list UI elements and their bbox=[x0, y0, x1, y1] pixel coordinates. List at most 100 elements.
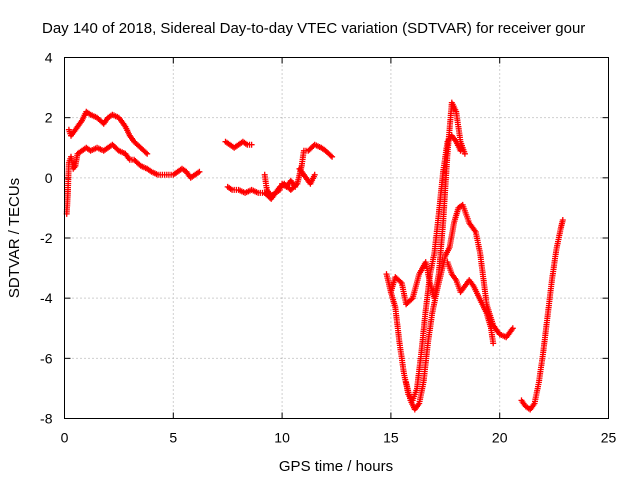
data-point bbox=[237, 189, 240, 191]
data-point bbox=[129, 159, 131, 161]
data-point bbox=[224, 141, 227, 143]
marker-path bbox=[518, 217, 566, 413]
data-point bbox=[274, 192, 277, 194]
data-point bbox=[405, 381, 407, 383]
data-point bbox=[492, 342, 494, 344]
data-point bbox=[409, 399, 412, 402]
data-point bbox=[298, 168, 301, 170]
data-point bbox=[251, 144, 253, 146]
plot-frame bbox=[64, 57, 609, 419]
data-point bbox=[133, 141, 135, 143]
data-point bbox=[390, 291, 392, 293]
marker-path bbox=[224, 177, 299, 202]
data-point bbox=[185, 171, 187, 173]
series-arc-2 bbox=[65, 108, 151, 157]
data-point bbox=[427, 342, 429, 344]
data-point bbox=[227, 186, 229, 188]
data-point bbox=[257, 192, 259, 194]
data-point bbox=[85, 111, 87, 113]
x-tick-label: 0 bbox=[61, 430, 69, 446]
data-point bbox=[449, 246, 451, 248]
data-point bbox=[246, 144, 248, 146]
data-point bbox=[394, 276, 396, 278]
data-point bbox=[68, 129, 70, 131]
x-axis-label: GPS time / hours bbox=[279, 458, 393, 475]
data-point bbox=[464, 153, 466, 155]
y-tick-label: -6 bbox=[40, 350, 53, 366]
data-point bbox=[237, 144, 240, 146]
data-point bbox=[157, 174, 159, 176]
data-point bbox=[68, 162, 70, 164]
data-point bbox=[457, 207, 459, 209]
x-tick-label: 20 bbox=[492, 430, 508, 446]
data-point bbox=[429, 282, 431, 284]
data-point bbox=[425, 261, 427, 263]
data-point bbox=[118, 150, 120, 152]
x-tick-label: 25 bbox=[601, 430, 617, 446]
data-point bbox=[266, 189, 268, 191]
data-point bbox=[394, 306, 396, 308]
grid-lines bbox=[64, 57, 609, 419]
data-point bbox=[529, 408, 531, 411]
data-point bbox=[251, 189, 253, 191]
series-arc-1 bbox=[63, 141, 203, 217]
y-tick-label: 4 bbox=[45, 50, 53, 66]
x-tick-label: 10 bbox=[274, 430, 290, 446]
data-point bbox=[72, 168, 74, 170]
data-point bbox=[479, 252, 481, 254]
data-point bbox=[551, 279, 553, 281]
data-point bbox=[107, 147, 109, 149]
data-point bbox=[475, 231, 477, 233]
data-point bbox=[525, 405, 527, 408]
data-point bbox=[190, 177, 192, 179]
data-point bbox=[194, 174, 196, 176]
data-point bbox=[70, 135, 72, 137]
data-point bbox=[242, 141, 244, 143]
data-point bbox=[555, 249, 557, 251]
data-point bbox=[455, 279, 457, 281]
data-point bbox=[124, 153, 127, 155]
data-point bbox=[405, 303, 407, 305]
data-point bbox=[270, 195, 272, 197]
data-point bbox=[74, 129, 76, 131]
series-arc-4 bbox=[224, 177, 299, 202]
x-tick-label: 5 bbox=[169, 430, 177, 446]
data-point bbox=[459, 150, 462, 152]
data-point bbox=[103, 150, 105, 152]
data-point bbox=[177, 171, 179, 173]
data-point bbox=[520, 399, 523, 402]
data-point bbox=[444, 255, 446, 257]
data-point bbox=[412, 297, 414, 299]
data-point bbox=[438, 213, 440, 215]
data-point bbox=[72, 132, 74, 134]
data-point bbox=[66, 213, 68, 215]
data-point bbox=[462, 204, 464, 206]
data-point bbox=[431, 312, 433, 314]
data-point bbox=[385, 273, 388, 275]
data-point bbox=[314, 174, 316, 176]
data-point bbox=[403, 372, 405, 374]
data-point bbox=[90, 150, 92, 152]
data-point bbox=[133, 159, 135, 161]
data-point bbox=[146, 153, 148, 155]
data-point bbox=[414, 408, 416, 411]
data-point bbox=[442, 222, 444, 224]
data-point bbox=[264, 174, 266, 176]
data-point bbox=[477, 294, 479, 296]
data-point bbox=[490, 327, 492, 329]
data-point bbox=[435, 291, 438, 293]
y-tick-label: -8 bbox=[40, 411, 53, 427]
data-point bbox=[233, 147, 235, 149]
data-point bbox=[146, 168, 148, 170]
marker-path bbox=[63, 141, 203, 217]
data-point bbox=[111, 144, 113, 146]
data-point bbox=[118, 117, 120, 119]
data-point bbox=[425, 309, 427, 311]
data-point bbox=[76, 126, 79, 128]
data-point bbox=[90, 114, 92, 116]
series-arc-11 bbox=[518, 217, 566, 413]
data-point bbox=[96, 147, 98, 149]
y-tick-label: -4 bbox=[40, 290, 53, 306]
data-point bbox=[331, 156, 333, 158]
data-point bbox=[111, 114, 113, 116]
